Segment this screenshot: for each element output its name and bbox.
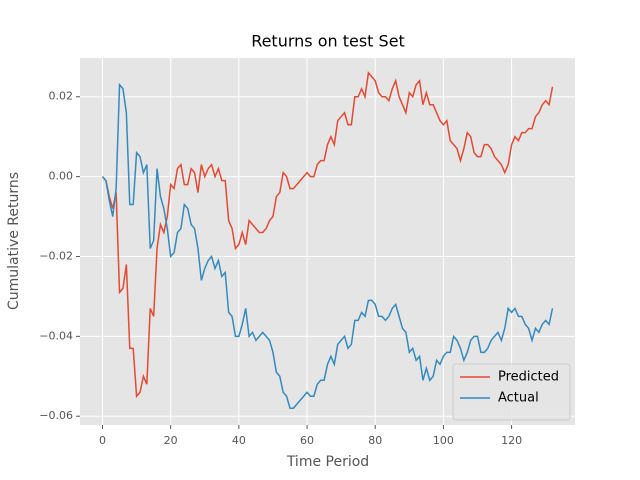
- legend-label: Predicted: [498, 370, 559, 385]
- x-tick-label: 20: [164, 434, 178, 447]
- chart-title: Returns on test Set: [251, 32, 405, 51]
- x-tick-label: 0: [99, 434, 106, 447]
- x-tick-label: 120: [501, 434, 522, 447]
- legend: Predicted Actual: [452, 363, 571, 421]
- lines: [101, 71, 554, 409]
- y-tick-label: 0.00: [49, 170, 74, 183]
- x-tick-label: 80: [368, 434, 382, 447]
- y-tick-label: 0.02: [49, 90, 74, 103]
- y-tick-label: −0.06: [39, 409, 73, 422]
- grid: [80, 58, 575, 425]
- x-tick-label: 40: [232, 434, 246, 447]
- x-tick-label: 100: [433, 434, 454, 447]
- y-axis-label: Cumulative Returns: [6, 172, 22, 310]
- y-tick-label: −0.04: [39, 329, 73, 342]
- y-tick-label: −0.02: [39, 249, 73, 262]
- legend-box: [452, 363, 571, 421]
- x-tick-label: 60: [300, 434, 314, 447]
- series-line: [101, 82, 554, 409]
- legend-label: Actual: [498, 391, 539, 406]
- x-axis-label: Time Period: [286, 454, 369, 470]
- series-line: [101, 71, 554, 399]
